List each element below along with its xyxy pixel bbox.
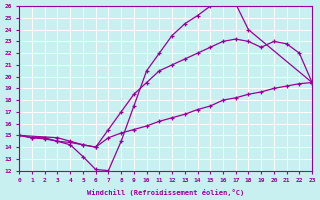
X-axis label: Windchill (Refroidissement éolien,°C): Windchill (Refroidissement éolien,°C) [87,189,244,196]
